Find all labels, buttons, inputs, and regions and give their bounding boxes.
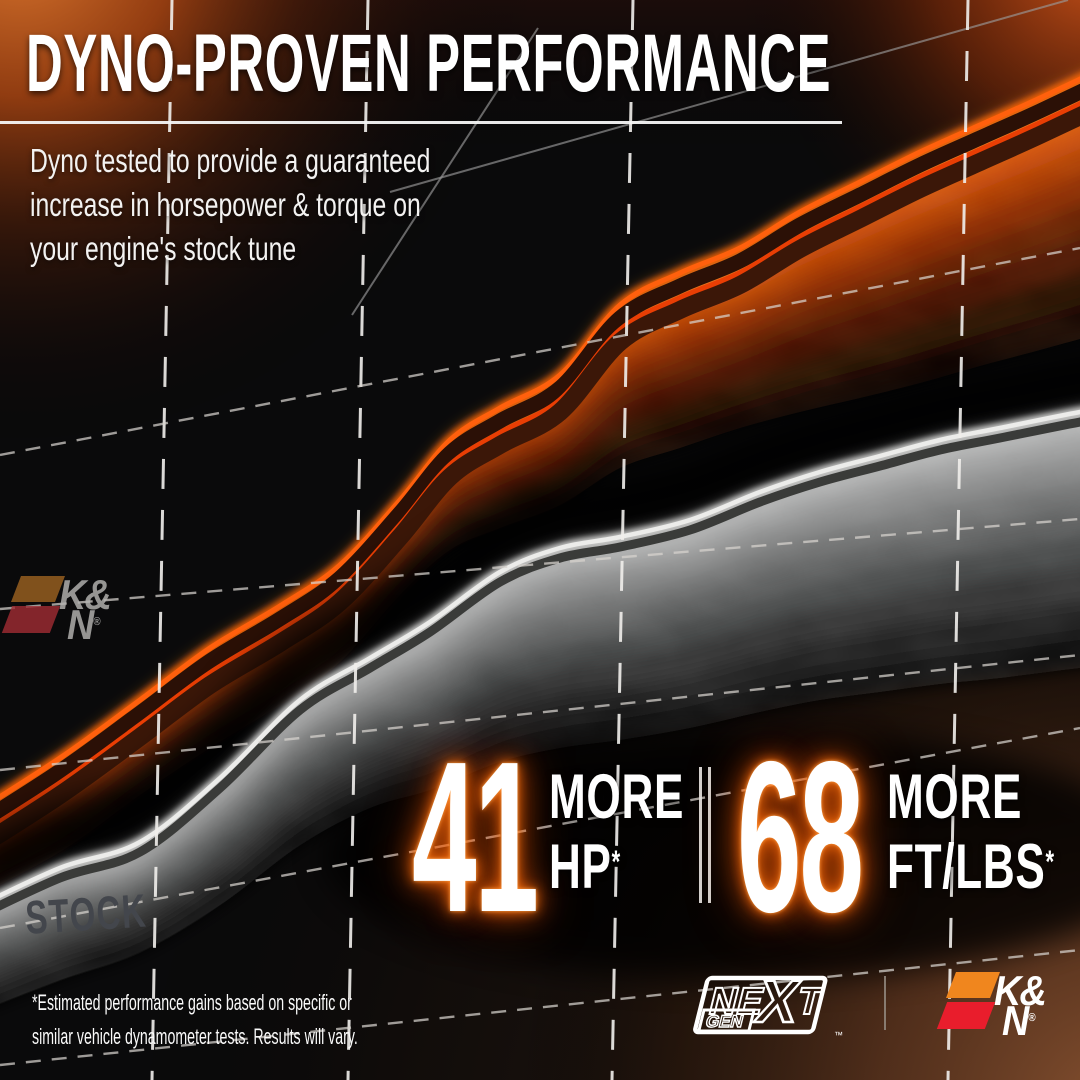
page-title: DYNO-PROVEN PERFORMANCE: [26, 18, 832, 109]
registered-mark: ®: [1028, 1012, 1036, 1024]
grid-horizontal-dashed-line: [0, 726, 1080, 930]
hp-more-label: MORE: [549, 762, 685, 832]
kn-logo: K& N®: [936, 967, 1065, 1042]
grid-vertical-dashed-line: [150, 0, 174, 1080]
logo-divider-line: [884, 976, 886, 1030]
torque-asterisk: *: [1045, 843, 1055, 880]
trademark-mark: ™: [834, 1030, 843, 1040]
kn-orange-bar: [11, 576, 65, 602]
stock-curve-label: STOCK: [23, 883, 149, 944]
nextgen-text-gen: GEN: [704, 1011, 746, 1031]
band-edge-stock: [0, 417, 1080, 911]
grid-vertical-dashed-line: [346, 0, 370, 1080]
grid-solid-line: [389, 0, 1069, 193]
band-edge-stock: [0, 409, 1080, 898]
kn-orange-bar: [946, 972, 1000, 998]
torque-more-label: MORE: [887, 762, 1023, 832]
nextgen-logo: NE X T GEN ™: [693, 968, 843, 1040]
nextgen-text-ne: NE: [705, 981, 768, 1023]
hp-unit-label: HP*: [549, 832, 621, 902]
band-edge-kn: [0, 83, 1080, 819]
band-edge-kn: [0, 76, 1080, 800]
nextgen-gen-box: [696, 1008, 756, 1033]
stats-backdrop-shadow: [325, 730, 1080, 980]
band-edge-kn: [0, 101, 1080, 826]
kn-red-bar: [936, 1002, 996, 1029]
title-underline: [0, 121, 842, 124]
stats-separator-line-1: [699, 767, 702, 903]
kn-red-bar: [1, 606, 61, 633]
disclaimer-footnote: *Estimated performance gains based on sp…: [32, 990, 358, 1049]
grid-solid-line: [351, 27, 539, 316]
band-gap-shadow: [0, 347, 1080, 895]
registered-mark: ®: [93, 616, 101, 628]
kn-logo-text-bottom: N®: [1002, 997, 1036, 1044]
subtitle: Dyno tested to provide a guaranteed incr…: [30, 142, 431, 267]
grid-vertical-dashed-line: [946, 0, 970, 1080]
grid-vertical-dashed-line: [610, 0, 635, 1080]
nextgen-outline-box: [693, 975, 828, 1035]
hp-asterisk: *: [611, 843, 621, 880]
kn-logo-text-top: K&: [59, 571, 112, 618]
torque-unit-label: FT/LBS*: [887, 832, 1055, 902]
stats-separator-line-2: [708, 767, 711, 903]
grid-horizontal-dashed-line: [0, 246, 1080, 457]
kn-watermark-logo: K& N®: [1, 571, 130, 646]
hp-gain-value: 41: [412, 716, 539, 957]
kn-logo-text-top: K&: [994, 967, 1047, 1014]
band-edge-kn: [0, 106, 1080, 845]
kn-logo-text-bottom: N®: [67, 601, 101, 648]
torque-gain-value: 68: [737, 716, 864, 957]
